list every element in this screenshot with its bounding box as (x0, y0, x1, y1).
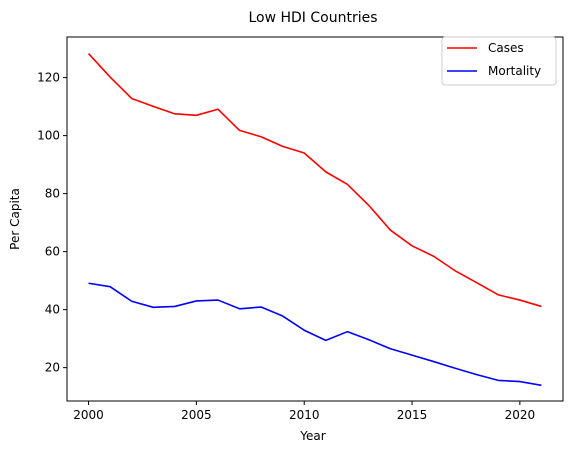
plot-frame (66, 36, 564, 402)
chart-title: Low HDI Countries (248, 10, 377, 26)
x-tick-label: 2000 (73, 408, 104, 422)
legend-box (441, 36, 557, 86)
x-tick-label: 2020 (505, 408, 536, 422)
x-tick-label: 2010 (289, 408, 320, 422)
y-tick-label: 80 (45, 187, 60, 201)
series-line-mortality (88, 282, 542, 387)
legend-label-mortality: Mortality (488, 64, 541, 78)
y-tick-label: 120 (37, 71, 60, 85)
x-tick-label: 2015 (397, 408, 428, 422)
legend-label-cases: Cases (488, 41, 524, 55)
series-lines (87, 52, 542, 387)
series-line-cases (87, 52, 542, 308)
legend: Cases Mortality (441, 36, 557, 86)
x-axis-label: Year (299, 429, 325, 443)
y-axis-label: Per Capita (8, 188, 22, 250)
y-tick-label: 100 (37, 129, 60, 143)
y-tick-label: 60 (45, 245, 60, 259)
x-tick-label: 2005 (181, 408, 212, 422)
y-tick-label: 40 (45, 303, 60, 317)
y-tick-label: 20 (45, 361, 60, 375)
